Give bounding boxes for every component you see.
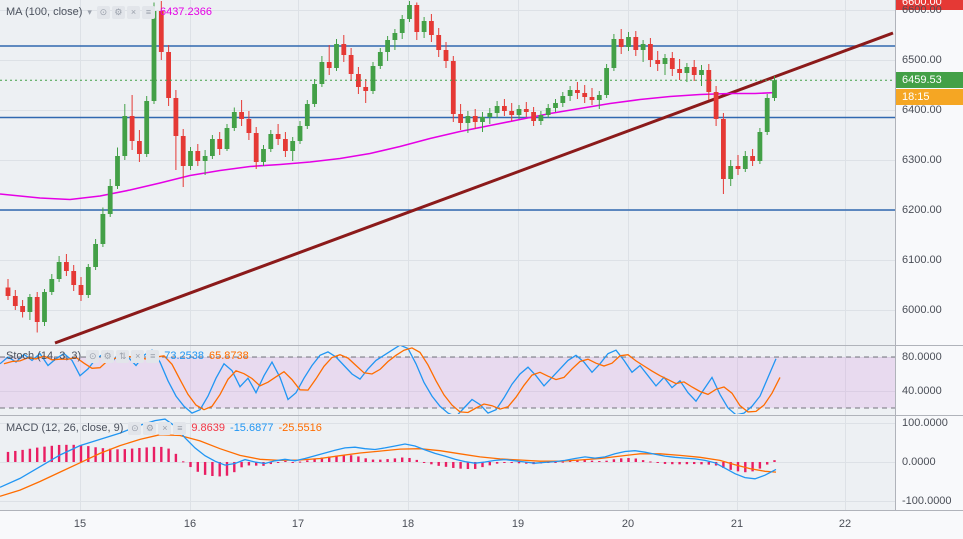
- ma-indicator-row: MA (100, close) ▾ ⊙ ⚙ × ≡ 6437.2366: [6, 5, 212, 19]
- stoch-k-line: [0, 346, 777, 414]
- axis-badge-top: 6600.00: [896, 0, 963, 10]
- macd-signal-line: [0, 434, 777, 497]
- time-axis-label: 20: [621, 518, 635, 530]
- macd-signal-value: -25.5516: [278, 422, 322, 434]
- stoch-indicator-title[interactable]: Stoch (14, 3, 3): [6, 350, 82, 362]
- axis-price-label: 100.0000: [902, 417, 948, 429]
- axis-price-label: 6200.00: [902, 204, 942, 216]
- axis-separator: [896, 415, 963, 416]
- time-axis-label: 19: [511, 518, 525, 530]
- stoch-indicator-row: Stoch (14, 3, 3) ⊙ ⚙ ⇅ × ≡ 73.2538 65.87…: [6, 349, 249, 363]
- axis-price-label: 6400.00: [902, 104, 942, 116]
- axis-price-label: 6100.00: [902, 254, 942, 266]
- menu-icon[interactable]: ≡: [173, 421, 187, 435]
- axis-price-label: 6500.00: [902, 54, 942, 66]
- eye-icon[interactable]: ⊙: [96, 5, 110, 19]
- price-badge: 6459.53: [896, 72, 963, 89]
- gear-icon[interactable]: ⚙: [143, 421, 157, 435]
- axis-price-label: 80.0000: [902, 351, 942, 363]
- time-axis[interactable]: 15 16 17 18 19 20 21 22: [0, 510, 963, 539]
- macd-macd-value: -15.6877: [230, 422, 274, 434]
- menu-icon[interactable]: ≡: [146, 349, 160, 363]
- axis-price-label: 0.0000: [902, 456, 936, 468]
- stoch-k-value: 73.2538: [164, 350, 204, 362]
- axis-price-label: 6000.00: [902, 304, 942, 316]
- axis-price-label: 6600.00: [902, 4, 942, 16]
- price-axis[interactable]: 6600.00 6459.53 18:15 6600.00 6500.00 6400…: [895, 0, 963, 510]
- stoch-d-value: 65.8738: [208, 350, 249, 362]
- axis-price-label: 40.0000: [902, 385, 942, 397]
- macd-hist-value: 9.8639: [191, 422, 226, 434]
- gear-icon[interactable]: ⚙: [101, 349, 115, 363]
- ma-line[interactable]: [0, 91, 777, 201]
- axis-separator: [896, 345, 963, 346]
- ma-indicator-title[interactable]: MA (100, close): [6, 6, 83, 18]
- axis-price-label: -100.0000: [902, 495, 952, 507]
- axis-price-label: 6300.00: [902, 154, 942, 166]
- close-icon[interactable]: ×: [131, 349, 145, 363]
- time-axis-label: 17: [291, 518, 305, 530]
- time-axis-label: 22: [838, 518, 852, 530]
- time-axis-label: 16: [183, 518, 197, 530]
- time-axis-label: 15: [73, 518, 87, 530]
- menu-icon[interactable]: ≡: [141, 5, 155, 19]
- eye-icon[interactable]: ⊙: [86, 349, 100, 363]
- close-icon[interactable]: ×: [126, 5, 140, 19]
- time-axis-label: 21: [730, 518, 744, 530]
- eye-icon[interactable]: ⊙: [128, 421, 142, 435]
- trend-line[interactable]: [54, 31, 894, 345]
- ma-value: 6437.2366: [159, 6, 212, 18]
- gear-icon[interactable]: ⚙: [111, 5, 125, 19]
- close-icon[interactable]: ×: [158, 421, 172, 435]
- macd-line: [0, 418, 777, 488]
- candles: [5, 1, 777, 333]
- time-axis-label: 18: [401, 518, 415, 530]
- macd-indicator-row: MACD (12, 26, close, 9) ⊙ ⚙ × ≡ 9.8639 -…: [6, 421, 322, 435]
- macd-indicator-title[interactable]: MACD (12, 26, close, 9): [6, 422, 124, 434]
- arrows-icon[interactable]: ⇅: [116, 349, 130, 363]
- chevron-down-icon[interactable]: ▾: [87, 6, 92, 17]
- countdown-badge: 18:15: [896, 88, 963, 105]
